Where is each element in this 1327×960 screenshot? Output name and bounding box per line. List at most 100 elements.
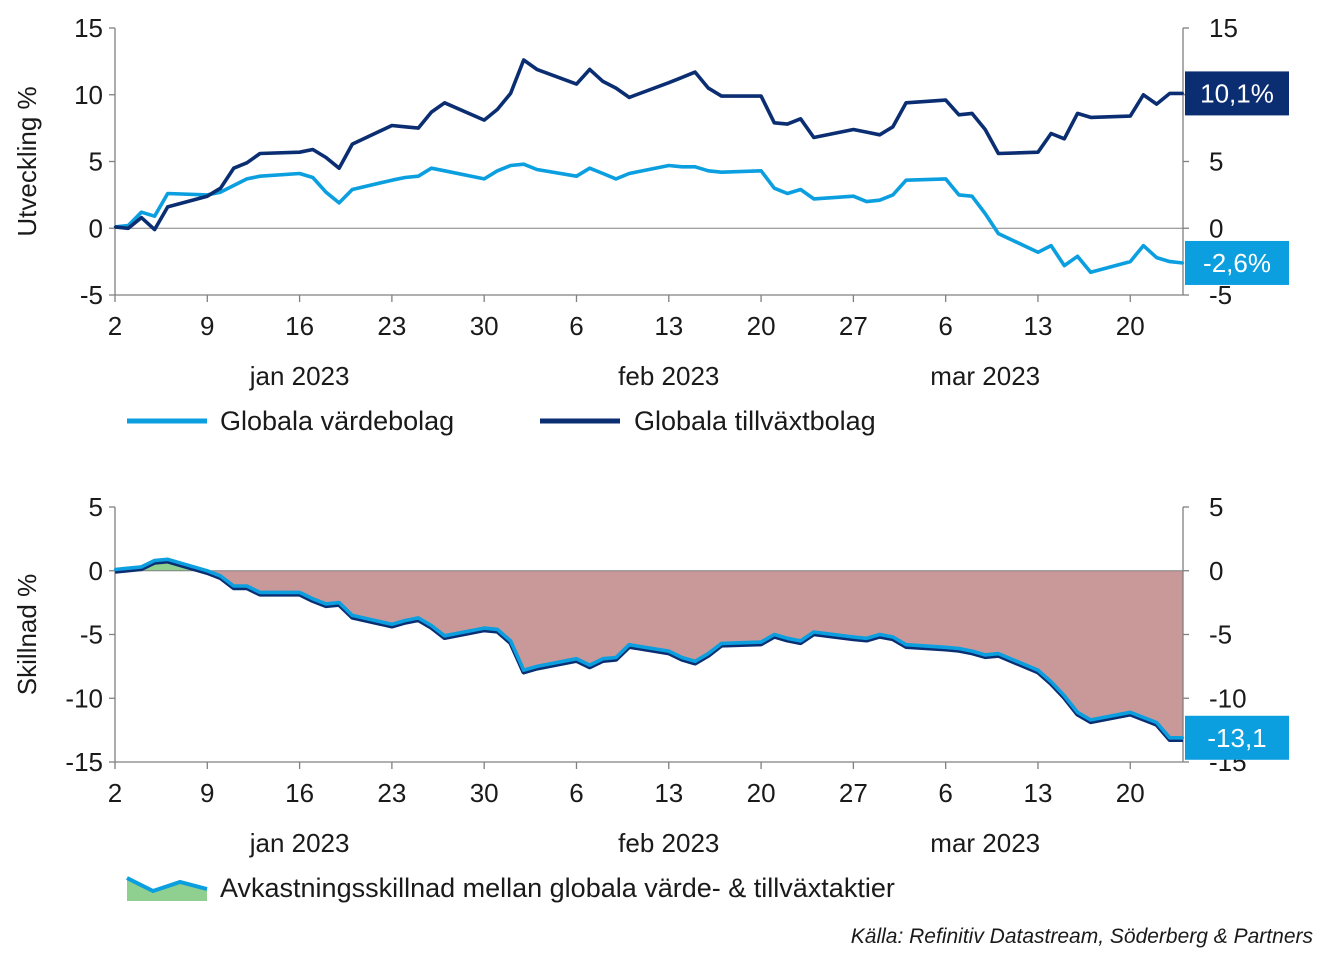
data-point — [1129, 260, 1132, 263]
data-point — [865, 637, 868, 640]
data-point — [588, 663, 591, 667]
data-point — [390, 124, 394, 127]
x-tick-label: 6 — [569, 311, 583, 341]
data-point — [219, 187, 222, 190]
x-tick-label: 20 — [747, 778, 776, 808]
y-tick-label-left: 5 — [89, 492, 103, 522]
x-tick-label: 2 — [108, 311, 122, 341]
data-point — [720, 94, 723, 98]
data-point — [1142, 716, 1145, 719]
series-0: -13,1 — [113, 557, 1289, 760]
end-label: -2,6% — [1203, 248, 1271, 278]
month-label: mar 2023 — [930, 828, 1040, 858]
month-label: feb 2023 — [618, 361, 719, 391]
data-point — [575, 175, 578, 178]
month-label: mar 2023 — [930, 361, 1040, 391]
data-point — [984, 212, 987, 215]
data-point — [601, 80, 605, 83]
data-point — [614, 86, 618, 90]
x-tick-label: 23 — [377, 311, 406, 341]
data-point — [957, 193, 961, 197]
y-tick-label-left: 0 — [89, 213, 103, 243]
data-point — [443, 634, 446, 637]
y-tick-label-right: -5 — [1209, 620, 1232, 650]
data-point — [430, 167, 433, 170]
data-point — [614, 177, 618, 181]
data-point — [944, 98, 947, 102]
x-tick-label: 9 — [200, 778, 214, 808]
top-chart: -5-500551010151529162330613202761320jan … — [12, 13, 1289, 391]
data-point — [984, 653, 987, 657]
data-point — [667, 164, 670, 167]
data-point — [1155, 256, 1158, 259]
data-point — [1036, 151, 1040, 154]
data-point — [614, 656, 618, 659]
data-point — [720, 171, 723, 174]
data-point — [113, 568, 117, 571]
data-point — [206, 195, 209, 198]
data-point — [1142, 244, 1145, 247]
x-tick-label: 20 — [747, 311, 776, 341]
data-point — [535, 68, 539, 71]
x-tick-label: 6 — [938, 311, 952, 341]
data-point — [324, 602, 328, 606]
data-point — [812, 136, 815, 139]
data-point — [403, 176, 407, 179]
data-point — [628, 643, 631, 646]
data-point — [258, 175, 262, 178]
data-point — [522, 163, 525, 166]
data-point — [258, 591, 262, 594]
data-point — [1036, 251, 1040, 254]
data-point — [628, 96, 631, 99]
x-tick-label: 13 — [654, 311, 683, 341]
series-1: 10,1% — [113, 58, 1289, 232]
data-point — [812, 197, 815, 201]
data-point — [509, 639, 512, 643]
data-point — [127, 227, 130, 230]
data-point — [891, 125, 895, 128]
end-label-box — [1185, 240, 1289, 285]
data-point — [1076, 255, 1079, 258]
data-point — [1168, 92, 1172, 95]
data-point — [693, 660, 697, 663]
data-point — [1181, 261, 1185, 265]
data-point — [970, 112, 974, 115]
data-point — [219, 574, 222, 578]
legend-swatch-area — [127, 878, 207, 901]
data-point — [403, 125, 407, 128]
data-point — [1155, 721, 1158, 724]
data-point — [153, 559, 156, 562]
data-point — [707, 86, 710, 90]
data-point — [878, 133, 881, 136]
end-label-box — [1185, 715, 1289, 760]
data-point — [337, 601, 341, 604]
data-point — [417, 126, 420, 130]
data-point — [786, 192, 789, 195]
data-point — [1129, 114, 1132, 118]
data-point — [588, 68, 591, 71]
data-point — [1168, 736, 1172, 739]
data-point — [759, 169, 763, 172]
data-point — [852, 128, 855, 131]
data-point — [588, 167, 591, 170]
data-point — [483, 118, 486, 122]
legend-label-value: Globala värdebolag — [220, 406, 454, 436]
data-point — [324, 191, 328, 194]
data-point — [1142, 93, 1145, 97]
data-point — [113, 225, 117, 229]
x-tick-label: 30 — [470, 311, 499, 341]
data-point — [970, 195, 974, 198]
data-point — [1076, 711, 1079, 714]
data-point — [483, 626, 486, 630]
data-point — [575, 82, 578, 86]
data-point — [904, 179, 908, 182]
data-point — [852, 195, 855, 198]
data-point — [496, 108, 499, 111]
data-point — [1181, 736, 1185, 739]
data-point — [535, 168, 539, 171]
data-point — [522, 669, 525, 672]
data-point — [865, 200, 868, 203]
data-point — [337, 201, 341, 205]
